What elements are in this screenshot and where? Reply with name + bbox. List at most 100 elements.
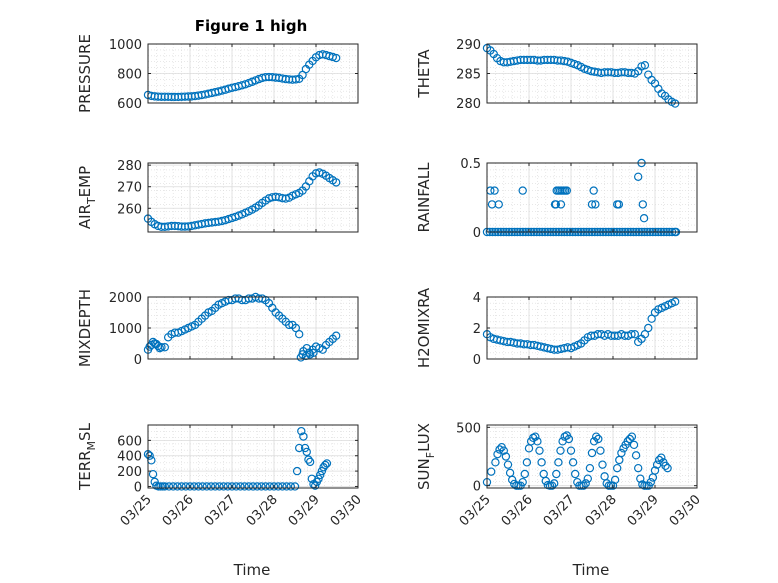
data-point (634, 172, 643, 181)
panel-pressure: 600 800 1000 PRESSURE (76, 34, 359, 113)
axes-box (486, 162, 698, 233)
y-tick-label: 280 (117, 159, 142, 174)
data-point (168, 482, 178, 491)
data-point (518, 477, 527, 487)
panel-theta: 280 285 290 THETA (415, 38, 698, 112)
data-point (663, 463, 672, 473)
data-point (537, 458, 546, 467)
y-tick-label: 0 (473, 480, 481, 495)
data-point (265, 482, 274, 491)
data-point (321, 460, 330, 470)
data-point (640, 61, 650, 70)
data-point (547, 481, 557, 490)
data-point (491, 458, 500, 467)
axes-box (147, 162, 359, 233)
x-axis-label: Time (572, 561, 610, 579)
data-point (594, 434, 603, 444)
data-point (644, 323, 653, 333)
data-point (314, 474, 323, 483)
data-point (579, 481, 588, 490)
data-point (598, 460, 607, 469)
series-markers (482, 43, 680, 108)
data-point (508, 475, 517, 485)
data-point (300, 443, 310, 453)
data-point (623, 437, 632, 446)
data-point (244, 482, 253, 491)
y-tick-label: 1000 (109, 322, 142, 337)
data-point (309, 348, 318, 357)
data-point (322, 459, 332, 468)
data-point (304, 455, 313, 464)
data-point (646, 477, 656, 487)
data-point (295, 330, 304, 339)
y-tick-label: 800 (117, 68, 142, 83)
data-point (493, 449, 502, 459)
data-point (236, 482, 245, 491)
panels: 600 800 1000 PRESSURE 280 285 290 THETA 260 270 28… (76, 34, 704, 579)
data-point (541, 476, 551, 486)
panel-mixdepth: 0 1000 2000 MIXDEPTH (76, 289, 359, 368)
data-point (613, 463, 622, 473)
data-point (290, 482, 300, 491)
data-point (589, 186, 598, 195)
data-point (589, 437, 599, 446)
data-point (299, 432, 308, 441)
data-point (145, 451, 154, 460)
data-point (531, 432, 540, 441)
data-point (552, 469, 561, 479)
data-point (566, 446, 576, 455)
data-point (596, 446, 605, 455)
y-tick-label: 280 (456, 97, 481, 112)
data-point (177, 482, 186, 491)
data-point (629, 440, 639, 450)
data-point (274, 482, 283, 491)
data-point (286, 482, 295, 491)
panel-h2omixra: 0 2 4 H2OMIXRA (415, 287, 698, 368)
data-point (670, 297, 680, 306)
data-point (310, 481, 320, 490)
figure-title: Figure 1 high (195, 17, 308, 35)
y-axis-label: RAINFALL (415, 162, 433, 233)
data-point (495, 445, 504, 454)
data-point (282, 482, 291, 491)
data-point (231, 482, 241, 491)
data-point (650, 466, 660, 475)
y-axis-label: THETA (415, 49, 433, 99)
data-point (640, 330, 650, 339)
data-point (501, 452, 511, 461)
data-point (583, 474, 593, 483)
data-point (302, 447, 311, 457)
y-tick-label: 0 (473, 226, 481, 241)
axes-box (486, 424, 698, 489)
y-tick-label: 2000 (109, 291, 142, 306)
data-point (148, 469, 158, 479)
y-tick-label: 0 (134, 353, 142, 368)
panel-rainfall: 0 0.5 RAINFALL (415, 157, 698, 241)
data-point (278, 482, 287, 491)
data-point (661, 461, 670, 471)
data-point (219, 482, 228, 491)
data-point (551, 200, 561, 209)
data-point (223, 482, 232, 491)
data-point (292, 466, 302, 476)
data-point (155, 343, 164, 353)
data-point (503, 460, 513, 469)
y-tick-label: 290 (456, 38, 481, 53)
data-point (587, 448, 597, 458)
data-point (185, 482, 195, 491)
y-tick-label: 285 (456, 68, 481, 83)
data-point (556, 200, 566, 209)
data-point (634, 463, 643, 473)
data-point (522, 458, 532, 467)
data-point (487, 467, 496, 476)
data-point (657, 453, 666, 462)
data-point (556, 446, 565, 455)
y-axis-label: AIRTEMP (76, 166, 98, 229)
data-point (591, 200, 600, 209)
data-point (655, 455, 664, 465)
data-point (581, 479, 590, 488)
y-tick-label: 400 (117, 450, 142, 465)
y-axis-label: TERRMSL (76, 422, 98, 491)
y-axis-label: MIXDEPTH (76, 289, 94, 367)
